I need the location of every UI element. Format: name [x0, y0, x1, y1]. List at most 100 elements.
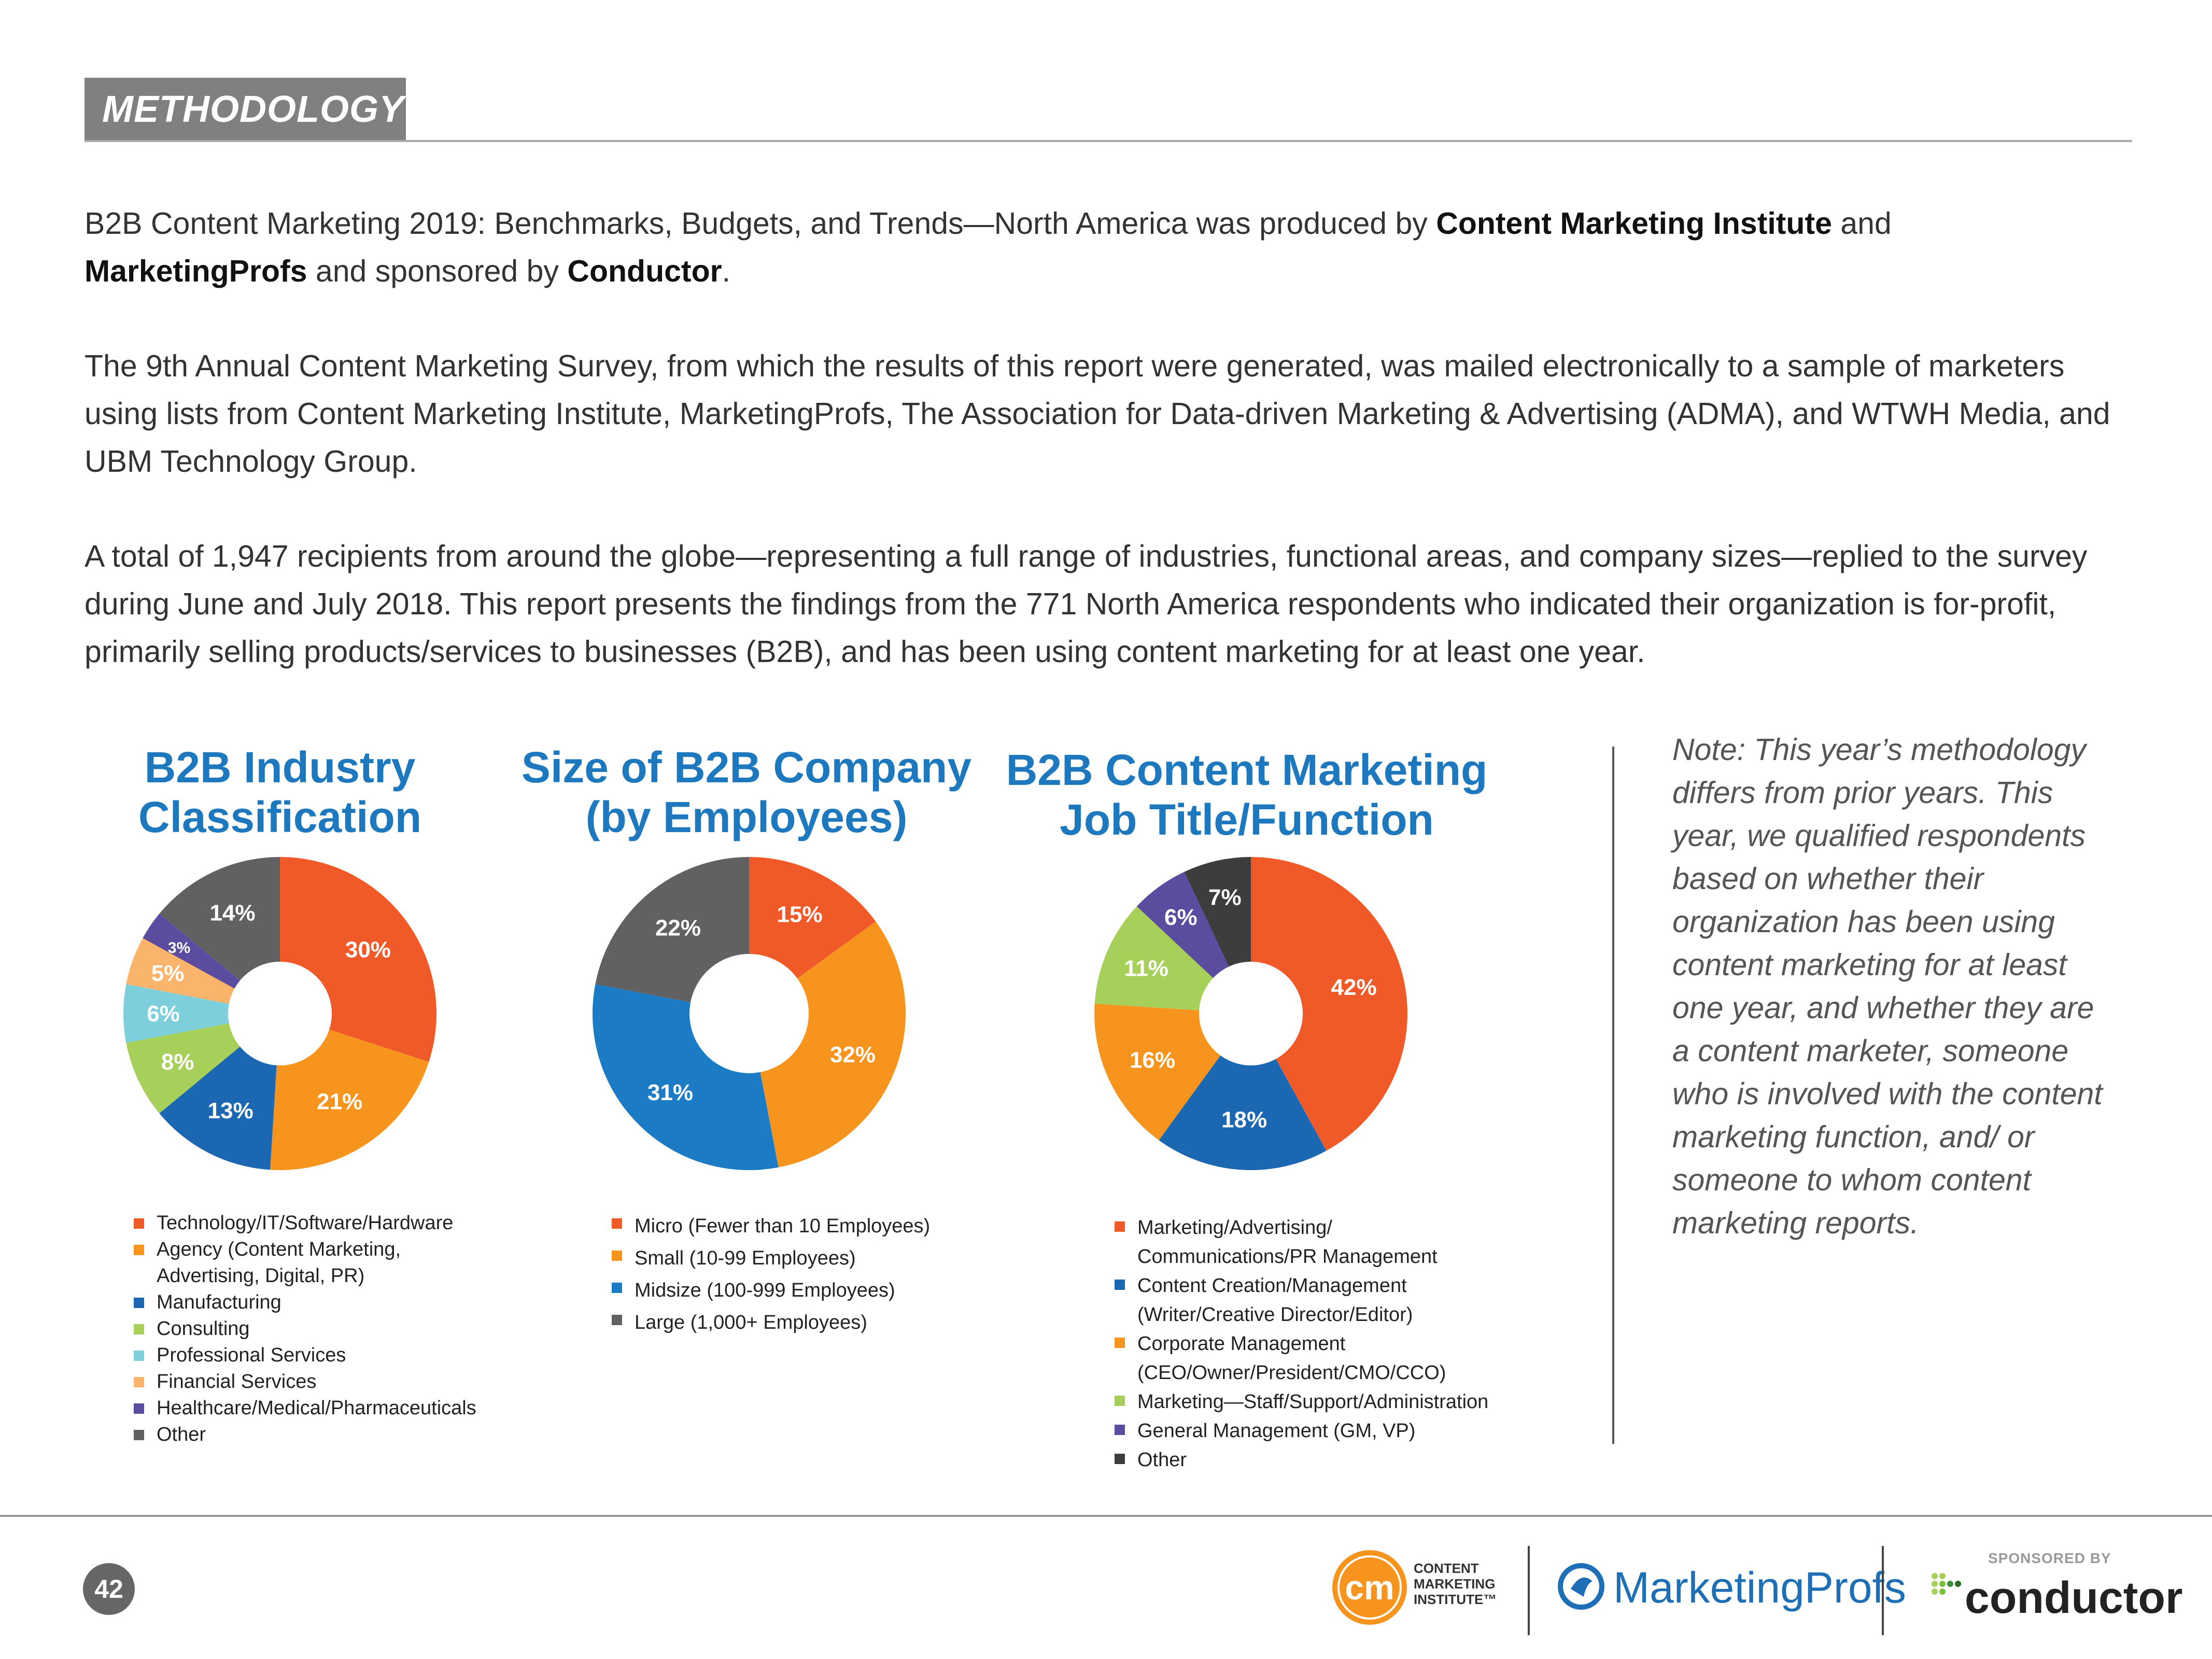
chart-title-company-size: Size of B2B Company (by Employees) — [521, 743, 972, 841]
legend-swatch — [134, 1377, 144, 1387]
marketingprofs-name: MarketingProfs — [84, 254, 307, 288]
pie-slice — [749, 921, 906, 1168]
data-label: 6% — [1164, 905, 1197, 930]
data-label: 31% — [647, 1080, 693, 1105]
chart-title-industry: B2B Industry Classification — [138, 743, 422, 841]
chart-title-job-function: B2B Content Marketing Job Title/Function — [1006, 746, 1488, 844]
legend-label: Corporate Management (CEO/Owner/Presiden… — [1137, 1333, 1446, 1384]
legend-item: Midsize (100-999 Employees) — [612, 1274, 975, 1306]
data-label: 7% — [1208, 885, 1242, 910]
data-label: 42% — [1331, 975, 1377, 1000]
legend-item: Technology/IT/Software/Hardware — [134, 1210, 548, 1236]
legend-label: Micro (Fewer than 10 Employees) — [635, 1215, 931, 1237]
intro-text: and — [1831, 206, 1892, 241]
footer-divider-vertical — [1882, 1546, 1884, 1635]
data-label: 21% — [317, 1089, 362, 1115]
legend-swatch — [612, 1250, 622, 1261]
legend-industry: Technology/IT/Software/Hardware Agency (C… — [134, 1210, 548, 1448]
legend-label: Marketing—Staff/Support/Administration — [1137, 1391, 1489, 1413]
data-label: 6% — [147, 1001, 180, 1027]
page-number: 42 — [83, 1563, 135, 1615]
legend-item: Professional Services — [134, 1342, 548, 1369]
header-divider — [84, 140, 2132, 142]
legend-swatch — [1115, 1338, 1125, 1348]
legend-swatch — [1115, 1221, 1125, 1232]
intro-paragraph-1: B2B Content Marketing 2019: Benchmarks, … — [84, 200, 2137, 295]
pie-slice — [1251, 857, 1407, 1151]
legend-label: Other — [157, 1424, 206, 1445]
legend-label: Technology/IT/Software/Hardware — [157, 1212, 454, 1234]
conductor-name: Conductor — [567, 254, 722, 288]
cmi-logo-mark: cm — [1345, 1568, 1394, 1607]
legend-swatch — [134, 1351, 144, 1361]
legend-item: General Management (GM, VP) — [1115, 1416, 1581, 1445]
sponsored-by-label: SPONSORED BY — [1988, 1550, 2111, 1566]
legend-item: Financial Services — [134, 1369, 548, 1395]
legend-swatch — [1115, 1454, 1125, 1464]
conductor-logo-icon — [1932, 1573, 1961, 1595]
data-label: 5% — [151, 961, 185, 986]
legend-label: General Management (GM, VP) — [1137, 1420, 1416, 1442]
legend-swatch — [612, 1283, 622, 1293]
intro-text: B2B Content Marketing 2019: Benchmarks, … — [84, 206, 1436, 241]
donut-hole — [689, 954, 809, 1073]
marketingprofs-logo-text: MarketingProfs — [1613, 1563, 1906, 1612]
legend-label: Marketing/Advertising/ Communications/PR… — [1137, 1217, 1438, 1268]
data-label: 16% — [1130, 1047, 1175, 1073]
legend-item: Agency (Content Marketing, Advertising, … — [134, 1236, 548, 1289]
legend-swatch — [134, 1298, 144, 1308]
marketingprofs-logo-icon — [1558, 1563, 1604, 1610]
intro-paragraph-2: The 9th Annual Content Marketing Survey,… — [84, 349, 2110, 479]
intro-text: and sponsored by — [307, 254, 568, 288]
intro-paragraph-3: A total of 1,947 recipients from around … — [84, 539, 2088, 669]
legend-job-function: Marketing/Advertising/ Communications/PR… — [1115, 1213, 1581, 1474]
cmi-logo-icon: cm — [1332, 1550, 1407, 1625]
legend-label: Midsize (100-999 Employees) — [635, 1280, 895, 1301]
data-label: 15% — [777, 902, 823, 927]
data-label: 30% — [345, 937, 391, 963]
legend-item: Corporate Management (CEO/Owner/Presiden… — [1115, 1329, 1581, 1387]
data-label: 22% — [655, 915, 701, 940]
legend-swatch — [612, 1218, 622, 1229]
legend-item: Other — [1115, 1445, 1581, 1474]
conductor-logo-text: conductor — [1965, 1573, 2183, 1623]
legend-swatch — [134, 1218, 144, 1229]
legend-item: Healthcare/Medical/Pharmaceuticals — [134, 1395, 548, 1422]
note-divider — [1612, 747, 1614, 1444]
legend-swatch — [134, 1430, 144, 1440]
footer-divider — [0, 1515, 2212, 1517]
section-label: METHODOLOGY — [84, 78, 406, 141]
legend-item: Content Creation/Management (Writer/Crea… — [1115, 1271, 1581, 1329]
pie-chart-company-size: 15% 32% 31% 22% — [593, 857, 906, 1170]
legend-swatch — [1115, 1396, 1125, 1406]
data-label: 3% — [168, 939, 190, 957]
cmi-name: Content Marketing Institute — [1436, 206, 1832, 241]
cmi-logo-text: CONTENT MARKETING INSTITUTE™ — [1414, 1560, 1497, 1607]
legend-label: Small (10-99 Employees) — [635, 1247, 856, 1269]
legend-company-size: Micro (Fewer than 10 Employees) Small (10… — [612, 1210, 975, 1339]
legend-label: Manufacturing — [157, 1291, 281, 1313]
pie-chart-industry: 30% 21% 13% 8% 6% 5% 3% 14% — [123, 857, 436, 1170]
legend-item: Marketing/Advertising/ Communications/PR… — [1115, 1213, 1581, 1271]
legend-item: Other — [134, 1422, 548, 1448]
intro-text: . — [722, 254, 730, 288]
data-label: 18% — [1221, 1107, 1267, 1133]
legend-label: Consulting — [157, 1318, 250, 1340]
legend-swatch — [1115, 1280, 1125, 1290]
donut-hole — [1199, 962, 1303, 1065]
legend-item: Small (10-99 Employees) — [612, 1242, 975, 1274]
legend-label: Financial Services — [157, 1371, 317, 1393]
legend-swatch — [134, 1324, 144, 1334]
legend-item: Micro (Fewer than 10 Employees) — [612, 1210, 975, 1242]
legend-label: Professional Services — [157, 1344, 346, 1366]
legend-label: Content Creation/Management (Writer/Crea… — [1137, 1275, 1413, 1326]
donut-hole — [228, 962, 332, 1065]
legend-swatch — [612, 1315, 622, 1325]
legend-swatch — [134, 1403, 144, 1414]
legend-item: Large (1,000+ Employees) — [612, 1306, 975, 1339]
pie-slice — [1159, 1014, 1327, 1170]
legend-item: Marketing—Staff/Support/Administration — [1115, 1387, 1581, 1416]
pie-chart-job-function: 42% 18% 16% 11% 6% 7% — [1094, 857, 1407, 1170]
data-label: 11% — [1124, 956, 1168, 981]
methodology-note: Note: This year’s methodology differs fr… — [1672, 733, 2103, 1240]
